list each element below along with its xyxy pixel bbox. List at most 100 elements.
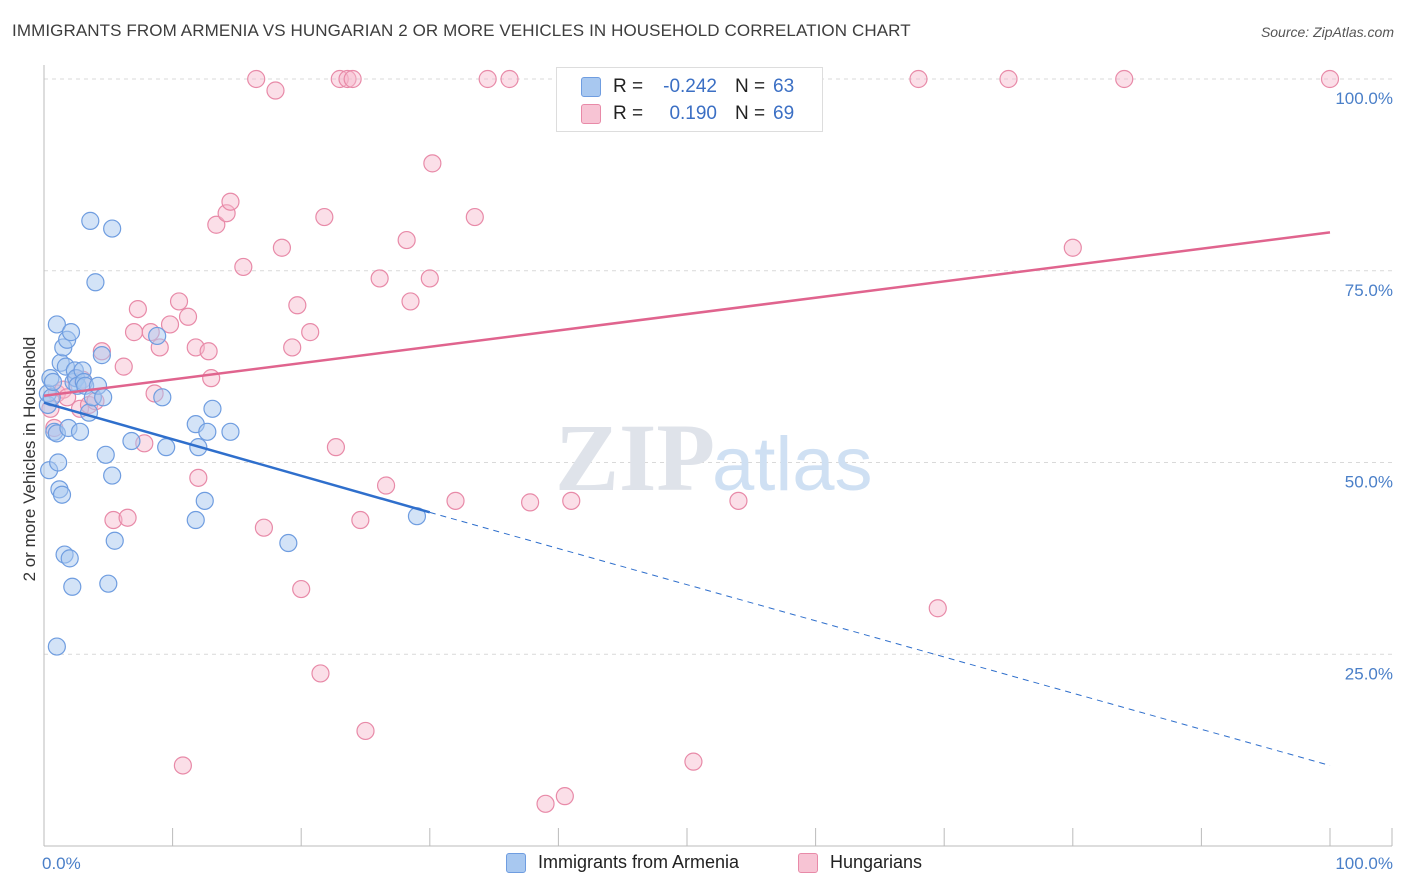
point-hungarians [356,721,375,741]
legend-swatch-armenia [506,852,526,873]
point-armenia [195,491,214,510]
legend-n-label: N = [735,76,766,97]
legend-item-armenia[interactable]: Immigrants from Armenia [506,852,739,873]
y-tick-label: 50.0% [1345,473,1393,492]
point-hungarians [401,292,420,311]
legend-swatch-hungarians [581,104,601,124]
point-armenia [94,388,113,407]
legend-row-hungarians: R = 0.190 N = 69 [581,101,794,127]
point-hungarians [288,296,307,315]
point-hungarians [928,599,947,618]
series-armenia [38,211,427,656]
point-hungarians [114,357,133,376]
trendlines [43,231,1331,766]
point-armenia [52,485,72,504]
point-hungarians [234,257,253,277]
point-hungarians [338,69,357,89]
point-armenia [279,533,298,553]
x-tick-label: 100.0% [1335,854,1393,873]
point-hungarians [202,369,221,388]
point-hungarians [536,794,555,813]
point-armenia [203,399,222,418]
point-armenia [99,574,118,593]
point-hungarians [124,323,144,342]
point-hungarians [562,491,581,510]
point-hungarians [1063,238,1082,257]
series-hungarians [41,69,1340,813]
point-hungarians [283,338,302,357]
point-hungarians [301,323,320,342]
y-axis-label: 2 or more Vehicles in Household [20,337,39,582]
legend-label-armenia: Immigrants from Armenia [538,852,740,872]
legend-swatch-armenia [581,77,601,97]
legend-n-value: 63 [773,76,795,97]
point-hungarians [999,69,1018,89]
trendline-hungarians [43,231,1331,398]
point-hungarians [169,292,189,311]
point-hungarians [909,69,928,89]
point-armenia [60,549,79,568]
point-hungarians [1115,69,1134,89]
point-hungarians [272,238,292,257]
point-hungarians [478,69,497,89]
point-hungarians [351,510,370,530]
point-hungarians [292,579,311,599]
point-armenia [105,531,124,550]
point-armenia [81,211,100,230]
point-armenia [221,422,240,441]
point-hungarians [500,69,519,89]
point-hungarians [330,69,349,89]
point-hungarians [104,510,123,530]
point-hungarians [178,307,198,326]
legend-swatch-hungarians [798,852,818,873]
point-armenia [63,577,82,596]
point-armenia [70,422,90,441]
point-hungarians [254,518,274,537]
legend-r-label: R = [613,103,644,124]
legend-label-hungarians: Hungarians [830,852,923,872]
point-hungarians [420,269,439,288]
point-armenia [43,372,63,392]
legend-n-value: 69 [773,103,795,124]
point-hungarians [370,269,389,288]
series-legend: Immigrants from Armenia Hungarians [0,852,1406,878]
point-armenia [186,510,205,530]
point-hungarians [173,756,192,775]
legend-row-armenia: R = -0.242 N = 63 [581,74,794,100]
point-armenia [157,438,176,457]
legend-r-label: R = [613,76,644,97]
point-hungarians [207,215,226,234]
grid-layer [44,78,1392,655]
point-armenia [47,315,66,334]
legend-item-hungarians[interactable]: Hungarians [798,852,922,873]
legend-n-label: N = [735,103,766,124]
point-armenia [153,388,172,407]
y-tick-label: 25.0% [1345,664,1393,683]
point-hungarians [343,69,362,89]
point-hungarians [423,154,442,173]
point-armenia [103,466,122,485]
point-armenia [148,326,167,346]
y-tick-label: 100.0% [1335,89,1393,108]
legend-r-value: -0.242 [663,76,717,97]
point-hungarians [376,476,396,495]
point-hungarians [128,300,147,319]
point-hungarians [729,491,748,510]
point-hungarians [326,438,346,457]
point-hungarians [397,230,416,250]
point-hungarians [465,207,484,227]
x-tick-label: 0.0% [42,854,81,873]
point-hungarians [1320,69,1340,89]
point-hungarians [160,315,180,334]
point-armenia [61,323,81,342]
tick-labels: 25.0% 50.0% 75.0% 100.0% 0.0% 100.0% [42,89,1393,873]
correlation-legend: R = -0.242 N = 63 R = 0.190 N = 69 [556,67,823,132]
point-hungarians [555,787,574,806]
point-hungarians [521,493,540,512]
point-hungarians [221,192,240,211]
trendline-armenia-extrapolated [429,511,1331,766]
point-armenia [86,273,105,292]
point-armenia [49,453,68,472]
watermark-zip: ZIP [555,404,715,511]
